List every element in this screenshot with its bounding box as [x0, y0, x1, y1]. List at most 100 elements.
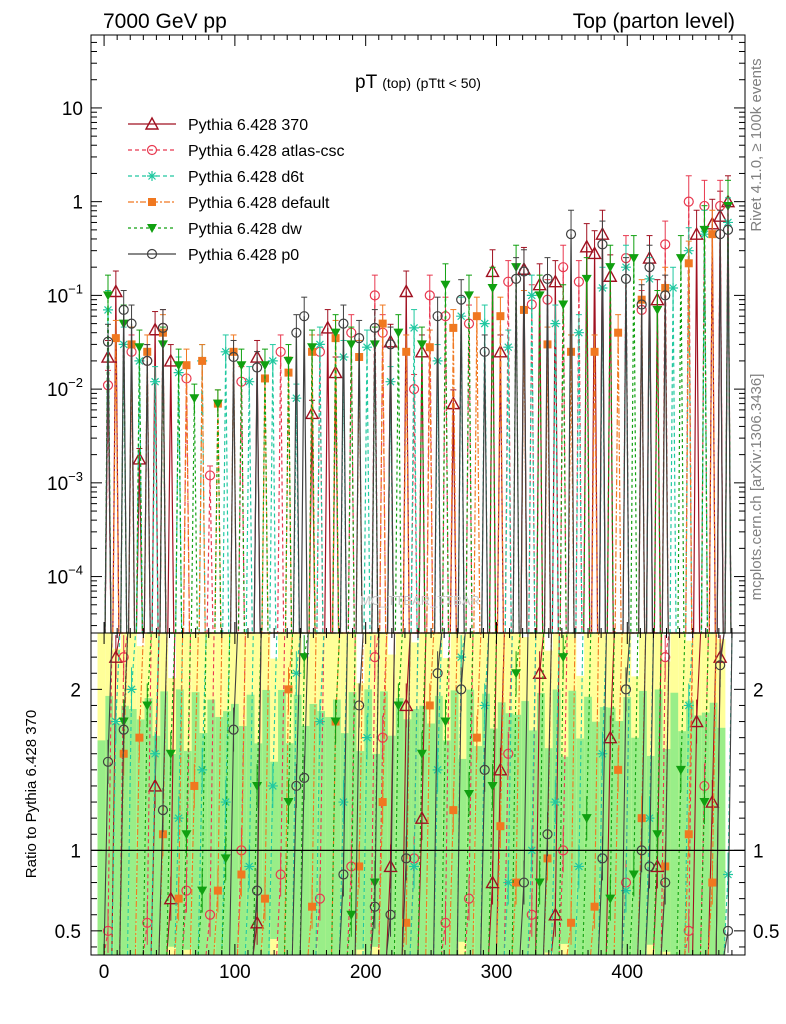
ratio-point: [675, 765, 686, 775]
mc-band-green: [348, 692, 357, 955]
ratio-point: [393, 701, 404, 711]
ratio-point: [383, 858, 398, 873]
ratio-point: [165, 749, 176, 759]
watermark: MC_TTBAR_TTBAR: [360, 593, 480, 608]
mc-band-green: [340, 733, 349, 955]
ratio-point: [605, 894, 616, 904]
data-point: [173, 361, 184, 371]
data-point: [150, 376, 161, 387]
mc-band-green: [482, 693, 490, 955]
data-point: [550, 318, 561, 329]
ratio-point: [244, 861, 255, 872]
mc-band-green: [160, 691, 169, 955]
ratio-point: [503, 748, 514, 759]
legend-marker: [146, 144, 158, 156]
data-point: [573, 276, 584, 287]
ratio-point: [432, 668, 443, 679]
data-point: [385, 339, 396, 350]
data-point: [283, 356, 294, 366]
mc-band-green: [411, 709, 420, 955]
mc-band-green: [301, 725, 310, 955]
data-point: [228, 351, 239, 363]
mc-band-green: [97, 740, 106, 955]
data-point: [558, 262, 569, 273]
mc-band-green: [285, 743, 294, 955]
mc-band-green: [701, 712, 710, 955]
mc-band-green: [576, 738, 585, 955]
header-left: 7000 GeV pp: [103, 10, 227, 33]
mc-band-green: [615, 721, 624, 955]
data-point: [558, 300, 569, 310]
mc-band-green: [364, 689, 373, 955]
data-point: [236, 361, 247, 371]
ratio-point: [401, 853, 412, 864]
mc-band-green: [693, 715, 702, 955]
data-point: [163, 353, 178, 367]
data-point: [409, 322, 420, 333]
mc-band-green: [450, 690, 459, 955]
ratio-point: [147, 778, 163, 792]
rivet-label: Rivet 4.1.0, ≥ 100k events: [748, 58, 765, 231]
data-point: [102, 336, 114, 347]
mc-band-green: [380, 691, 388, 955]
data-point: [108, 284, 124, 298]
ratio-series-lines: [102, 632, 734, 956]
data-point: [581, 274, 592, 284]
ratio-point: [683, 700, 694, 711]
ratio-point: [291, 668, 302, 679]
ratio-point: [511, 669, 522, 679]
mc-band-green: [223, 711, 231, 955]
ratio-point: [512, 878, 521, 887]
data-point: [369, 322, 380, 333]
legend-entry: Pythia 6.428 p0: [128, 247, 299, 264]
ratio-point: [252, 885, 263, 896]
mc-band-green: [419, 705, 428, 955]
data-point: [424, 290, 435, 301]
data-point: [126, 318, 137, 329]
data-point: [446, 396, 461, 410]
ratio-point: [102, 756, 114, 767]
ratio-point: [518, 877, 530, 888]
ratio-point: [220, 797, 231, 808]
ratio-point: [526, 909, 537, 920]
ratio-point: [558, 653, 569, 663]
ratio-point: [542, 829, 553, 840]
ratio-point: [181, 830, 192, 840]
ratio-point: [150, 748, 161, 759]
legend-entry: Pythia 6.428 370: [128, 116, 308, 134]
ratio-point: [361, 732, 372, 743]
ratio-point: [213, 886, 222, 895]
ratio-point: [449, 806, 458, 815]
series-line: [104, 229, 732, 634]
mc-band-green: [278, 689, 286, 955]
ratio-point: [142, 701, 153, 711]
ratio-point: [314, 716, 325, 727]
data-point: [275, 346, 286, 357]
ratio-point: [354, 700, 365, 711]
axes: 0 100 200 300 400 10−4 10−3 10−2 10−1 1 10 0.5 0.5 1 1…: [47, 34, 779, 983]
ratio-point: [567, 918, 576, 927]
legend-entry: Pythia 6.428 d6t: [128, 169, 304, 186]
legend-marker: [147, 224, 157, 233]
ratio-point: [493, 762, 508, 776]
ratio-point: [157, 804, 169, 816]
ratio-point: [684, 830, 693, 839]
y-tick-label: 1: [72, 193, 83, 214]
ratio-point: [338, 869, 349, 880]
data-point: [675, 254, 686, 264]
data-point: [573, 327, 584, 338]
y-tick-label: 10: [62, 99, 83, 120]
data-point: [684, 259, 693, 268]
data-point: [542, 273, 553, 284]
data-point: [291, 327, 302, 338]
data-point: [338, 318, 349, 329]
ratio-y-tick-label: 0.5: [55, 922, 81, 943]
ratio-point: [689, 714, 704, 728]
data-point: [244, 376, 255, 387]
ratio-point: [440, 717, 451, 727]
series-5: [102, 205, 734, 634]
ratio-point: [603, 730, 618, 744]
data-point: [565, 229, 577, 240]
ratio-point: [479, 700, 490, 711]
ratio-point: [126, 684, 137, 695]
